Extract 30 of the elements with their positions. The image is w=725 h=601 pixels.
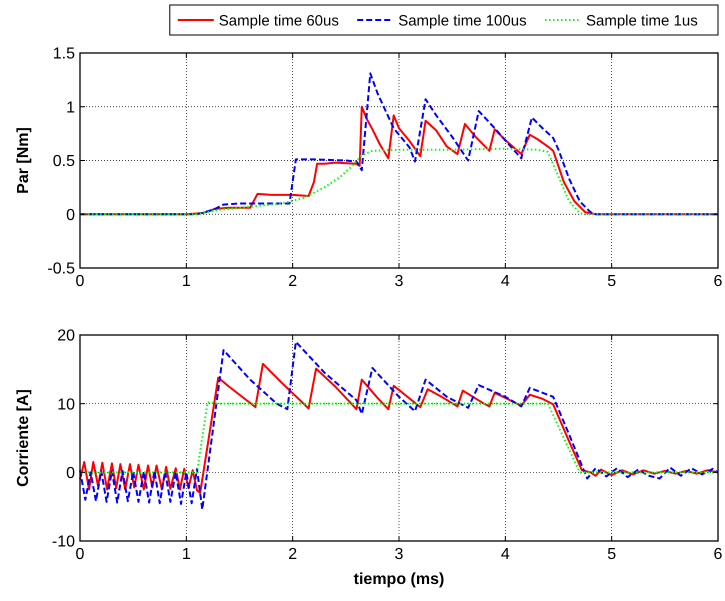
- line-series: [79, 148, 719, 216]
- y-tick-label: 0: [66, 206, 76, 224]
- line-series: [79, 72, 719, 216]
- y-tick-label: 0: [66, 464, 76, 482]
- x-tick-label: 3: [394, 273, 404, 290]
- y-tick-label: 20: [57, 328, 76, 345]
- x-tick-label: 2: [288, 273, 298, 290]
- y-tick-label: 0.5: [52, 153, 76, 170]
- x-tick-label: 5: [607, 546, 616, 563]
- x-tick-label: 4: [500, 546, 510, 563]
- y-axis-title: Corriente [A]: [15, 389, 32, 487]
- y-tick-label: 1.5: [52, 46, 76, 63]
- x-tick-label: 3: [394, 546, 404, 563]
- legend-label: Sample time 1us: [586, 12, 698, 30]
- x-tick-label: 1: [182, 273, 191, 290]
- x-tick-label: 5: [607, 273, 616, 290]
- y-axis-title: Par [Nm]: [15, 127, 32, 194]
- x-axis-title: tiempo (ms): [354, 571, 444, 588]
- y-tick-label: -0.5: [47, 260, 76, 278]
- x-tick-label: 2: [288, 546, 298, 563]
- y-tick-label: -10: [52, 534, 76, 551]
- legend-label: Sample time 60us: [218, 12, 339, 30]
- x-tick-label: 1: [182, 546, 191, 563]
- y-tick-label: 10: [57, 396, 76, 414]
- line-series: [79, 340, 719, 510]
- x-tick-label: 6: [714, 273, 723, 290]
- legend-label: Sample time 100us: [398, 12, 527, 30]
- x-tick-label: 6: [714, 546, 723, 563]
- x-tick-label: 4: [500, 273, 510, 290]
- y-tick-label: 1: [66, 99, 76, 116]
